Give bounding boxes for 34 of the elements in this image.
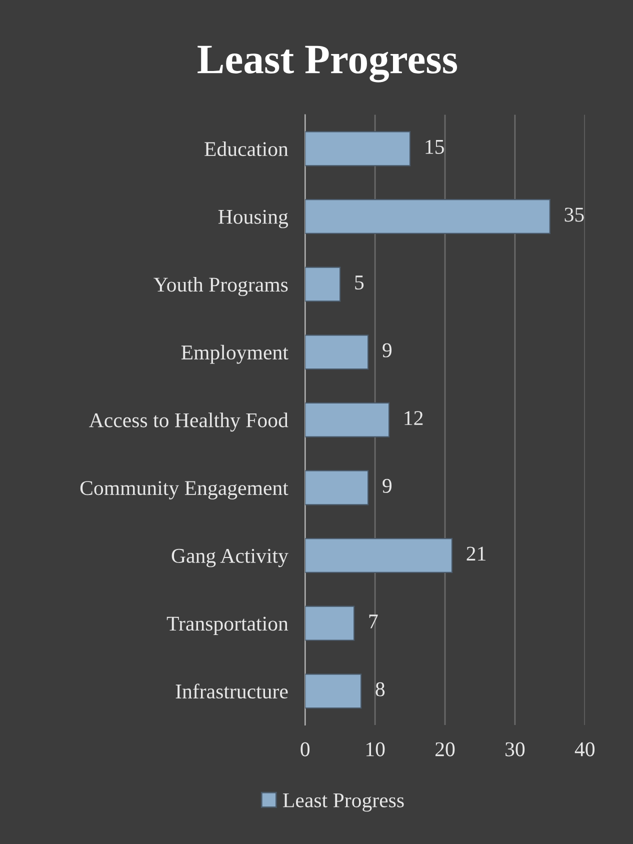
bar	[305, 402, 390, 438]
y-tick-label: Infrastructure	[176, 684, 288, 699]
y-tick-label: Access to Healthy Food	[89, 412, 288, 432]
x-tick-label: 0	[300, 742, 310, 756]
bar	[305, 334, 369, 370]
data-label: 8	[376, 682, 385, 696]
data-label: 21	[466, 546, 486, 560]
data-label: 9	[382, 478, 392, 493]
data-label: 5	[355, 276, 364, 290]
y-tick-label: Youth Programs	[154, 277, 288, 296]
y-tick-label: Housing	[218, 210, 288, 228]
data-label: 35	[564, 208, 584, 222]
bar	[305, 266, 341, 302]
x-tick-label: 20	[435, 742, 455, 756]
data-label: 7	[369, 614, 378, 628]
bar	[305, 198, 550, 234]
bar	[305, 131, 411, 166]
chart-title: Least Progress	[198, 46, 458, 82]
x-tick-label: 30	[506, 742, 525, 756]
bar	[305, 538, 453, 573]
data-label: 9	[382, 343, 392, 358]
x-tick-label: 40	[574, 742, 595, 756]
data-label: 12	[404, 411, 423, 425]
bar	[305, 606, 355, 641]
y-tick-label: Gang Activity	[172, 548, 288, 568]
bar	[305, 470, 369, 506]
y-tick-label: Education	[204, 141, 288, 156]
y-tick-label: Employment	[181, 344, 288, 364]
x-tick-label: 10	[366, 742, 385, 756]
data-label: 15	[426, 140, 444, 154]
y-tick-label: Community Engagement	[80, 481, 288, 500]
legend-label: Least Progress	[283, 794, 404, 812]
bar	[305, 674, 362, 709]
y-tick-label: Transportation	[166, 616, 288, 635]
